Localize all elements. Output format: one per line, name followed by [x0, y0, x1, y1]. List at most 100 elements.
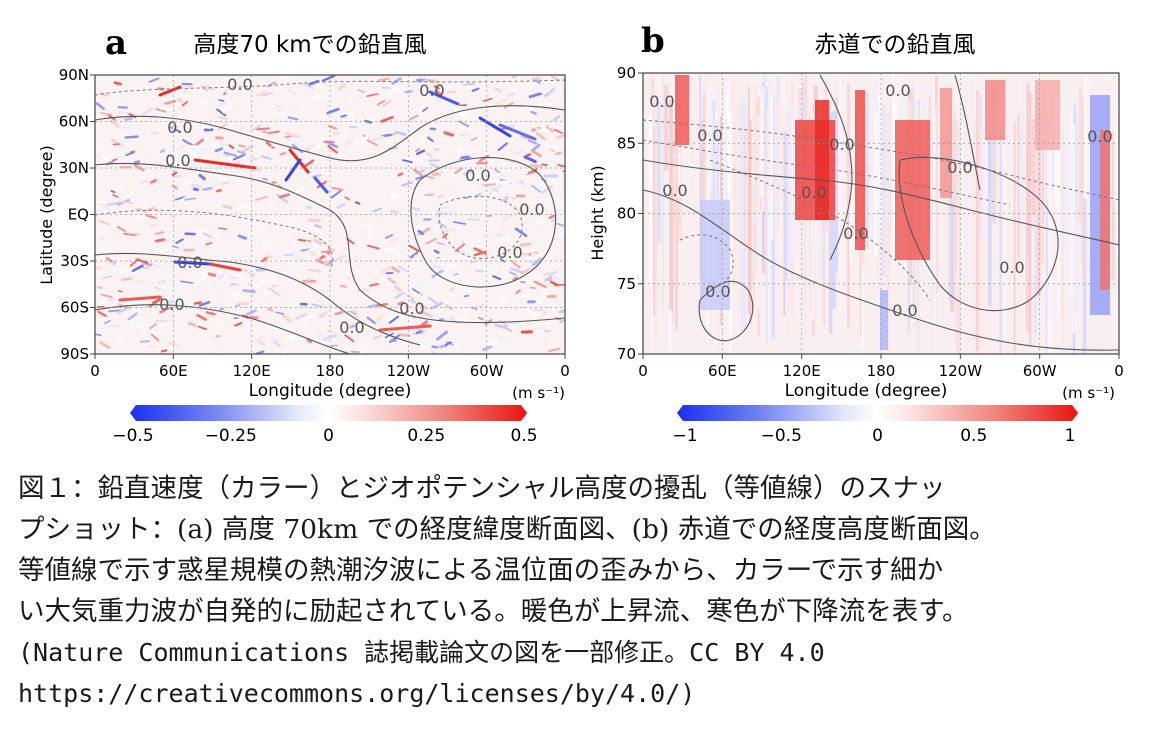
wave-stripe — [1045, 127, 1048, 354]
wave-streak — [201, 229, 209, 233]
wave-streak — [303, 278, 311, 285]
wave-streak — [390, 210, 399, 214]
x-tick-label: 120W — [939, 362, 983, 380]
wave-streak — [377, 99, 386, 106]
wave-streak — [122, 237, 132, 244]
wave-streak — [192, 187, 199, 192]
wave-streak — [154, 286, 160, 291]
panel-b-y-axis-label: Height (km) — [588, 165, 607, 260]
wave-streak — [548, 270, 558, 276]
wave-streak — [131, 264, 144, 272]
wave-streak — [253, 335, 265, 342]
wave-streak — [433, 85, 440, 90]
wave-streak — [300, 342, 310, 346]
wave-streak — [242, 218, 255, 226]
wave-streak — [366, 93, 379, 98]
wave-streak — [535, 328, 547, 334]
wave-stripe — [749, 119, 752, 324]
wave-streak — [353, 331, 363, 335]
wave-streak — [366, 316, 376, 325]
wave-streak — [245, 309, 257, 316]
wave-streak — [412, 90, 423, 97]
wave-stripe — [762, 86, 765, 211]
wave-streak — [290, 334, 298, 340]
wave-stripe — [1111, 131, 1115, 281]
wave-streak — [330, 190, 342, 199]
wave-streak — [441, 228, 456, 233]
wave-streak — [529, 164, 543, 168]
panel-a-frame — [94, 74, 566, 355]
panel-a-y-axis-label: Latitude (degree) — [37, 145, 56, 285]
wave-streak — [216, 101, 228, 108]
wave-streak — [176, 140, 189, 146]
strong-wave-band — [700, 200, 730, 310]
wave-streak — [183, 180, 192, 184]
caption-line: 等値線で示す惑星規模の熱潮汐波による温位面の歪みから、カラーで示す細か — [18, 555, 944, 586]
wave-streak — [425, 303, 433, 308]
wave-streak — [223, 145, 231, 150]
wave-streak — [400, 217, 413, 225]
wave-streak — [558, 309, 565, 314]
wave-streak — [172, 315, 179, 319]
wave-streak — [233, 290, 245, 299]
wave-streak — [113, 144, 125, 148]
wave-streak — [449, 286, 455, 292]
wave-streak — [117, 290, 123, 293]
wave-streak — [282, 137, 293, 140]
wave-streak — [525, 257, 533, 261]
wave-streak — [271, 284, 279, 288]
x-tick-label: 120E — [783, 362, 821, 380]
wave-streak — [494, 345, 506, 353]
wave-streak — [207, 272, 217, 277]
wave-streak — [272, 167, 283, 171]
wave-streak — [112, 157, 118, 162]
wave-streak — [165, 308, 171, 313]
wave-streak — [444, 341, 452, 346]
wave-streak — [106, 201, 121, 207]
wave-streak — [349, 310, 358, 316]
wave-stripe — [777, 100, 782, 325]
wave-streak — [417, 229, 425, 236]
wave-streak — [252, 124, 262, 131]
wave-streak — [422, 78, 435, 83]
wave-streak — [262, 290, 271, 295]
wave-stripe — [664, 85, 669, 171]
wave-streak — [95, 144, 105, 151]
wave-streak — [133, 160, 141, 165]
wave-streak — [217, 116, 228, 120]
wave-streak — [198, 300, 211, 307]
wave-streak — [208, 143, 222, 147]
wave-streak — [531, 143, 541, 152]
wave-streak — [339, 284, 347, 288]
wave-streak — [181, 100, 188, 107]
strong-wave-band — [1035, 80, 1060, 150]
wave-stripe — [1047, 132, 1052, 354]
contour-label: 0.0 — [519, 200, 544, 219]
wave-streak — [539, 90, 551, 94]
wave-streak — [187, 321, 197, 327]
wave-streak — [225, 88, 233, 94]
wave-streak — [159, 107, 173, 112]
wave-streak — [549, 148, 555, 153]
wave-streak — [444, 185, 455, 190]
wave-streak — [454, 147, 463, 154]
wave-streak — [107, 324, 121, 328]
wave-streak — [562, 238, 565, 242]
wave-streak — [351, 122, 362, 129]
wave-stripe — [988, 131, 992, 306]
wave-streak — [531, 252, 546, 258]
wave-streak — [202, 186, 213, 191]
wave-streak — [100, 293, 113, 298]
wave-streak — [486, 214, 492, 218]
wave-streak — [96, 286, 103, 289]
wave-streak — [127, 154, 133, 159]
wave-streak — [99, 270, 106, 274]
wave-streak — [182, 84, 194, 94]
colorbar-tick-label: 0 — [323, 426, 334, 446]
wave-streak — [95, 255, 103, 259]
wave-streak — [197, 325, 207, 331]
wave-streak — [314, 260, 326, 270]
wave-streak — [211, 83, 220, 88]
wave-streak — [495, 78, 504, 85]
wave-streak — [236, 150, 246, 155]
